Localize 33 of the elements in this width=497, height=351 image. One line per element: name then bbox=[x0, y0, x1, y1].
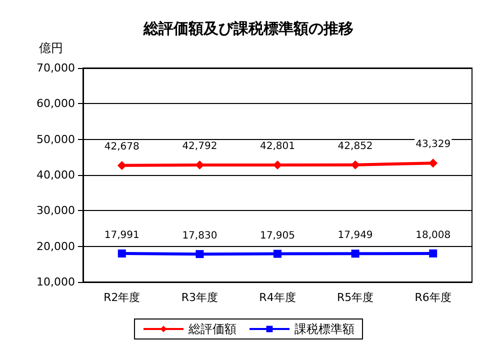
data-label: 43,329 bbox=[416, 139, 451, 150]
x-tick-label: R5年度 bbox=[336, 291, 374, 304]
point bbox=[429, 249, 438, 258]
legend-label: 総評価額 bbox=[188, 322, 236, 336]
x-tick-label: R3年度 bbox=[181, 291, 218, 304]
y-tick-label: 10,000 bbox=[36, 276, 75, 288]
y-tick-label: 40,000 bbox=[36, 168, 75, 182]
data-label: 17,830 bbox=[182, 230, 218, 242]
point bbox=[351, 250, 360, 258]
data-label: 17,949 bbox=[338, 230, 373, 242]
x-tick-label: R6年度 bbox=[414, 291, 452, 304]
data-label: 17,905 bbox=[260, 230, 295, 242]
point bbox=[118, 250, 126, 258]
y-tick-label: 30,000 bbox=[36, 204, 75, 218]
y-tick-label: 70,000 bbox=[36, 62, 75, 74]
data-label: 42,852 bbox=[338, 140, 373, 152]
data-label: 42,678 bbox=[104, 141, 140, 152]
y-tick-label: 20,000 bbox=[36, 240, 75, 253]
y-axis-title: 億円 bbox=[39, 41, 63, 55]
point bbox=[117, 160, 126, 170]
x-tick-label: R2年度 bbox=[104, 291, 140, 304]
data-label: 18,008 bbox=[416, 230, 451, 241]
data-label: 42,792 bbox=[182, 141, 218, 152]
point bbox=[428, 158, 438, 168]
data-label: 42,801 bbox=[260, 141, 295, 152]
point bbox=[274, 250, 282, 258]
y-tick-label: 50,000 bbox=[36, 132, 75, 146]
chart-title: 総評価額及び課税標準額の推移 bbox=[142, 20, 354, 38]
legend-label: 課税標準額 bbox=[294, 322, 354, 336]
y-tick-label: 60,000 bbox=[36, 97, 75, 110]
point bbox=[196, 250, 204, 258]
data-label: 17,991 bbox=[104, 230, 140, 241]
x-tick-label: R4年度 bbox=[259, 291, 296, 304]
